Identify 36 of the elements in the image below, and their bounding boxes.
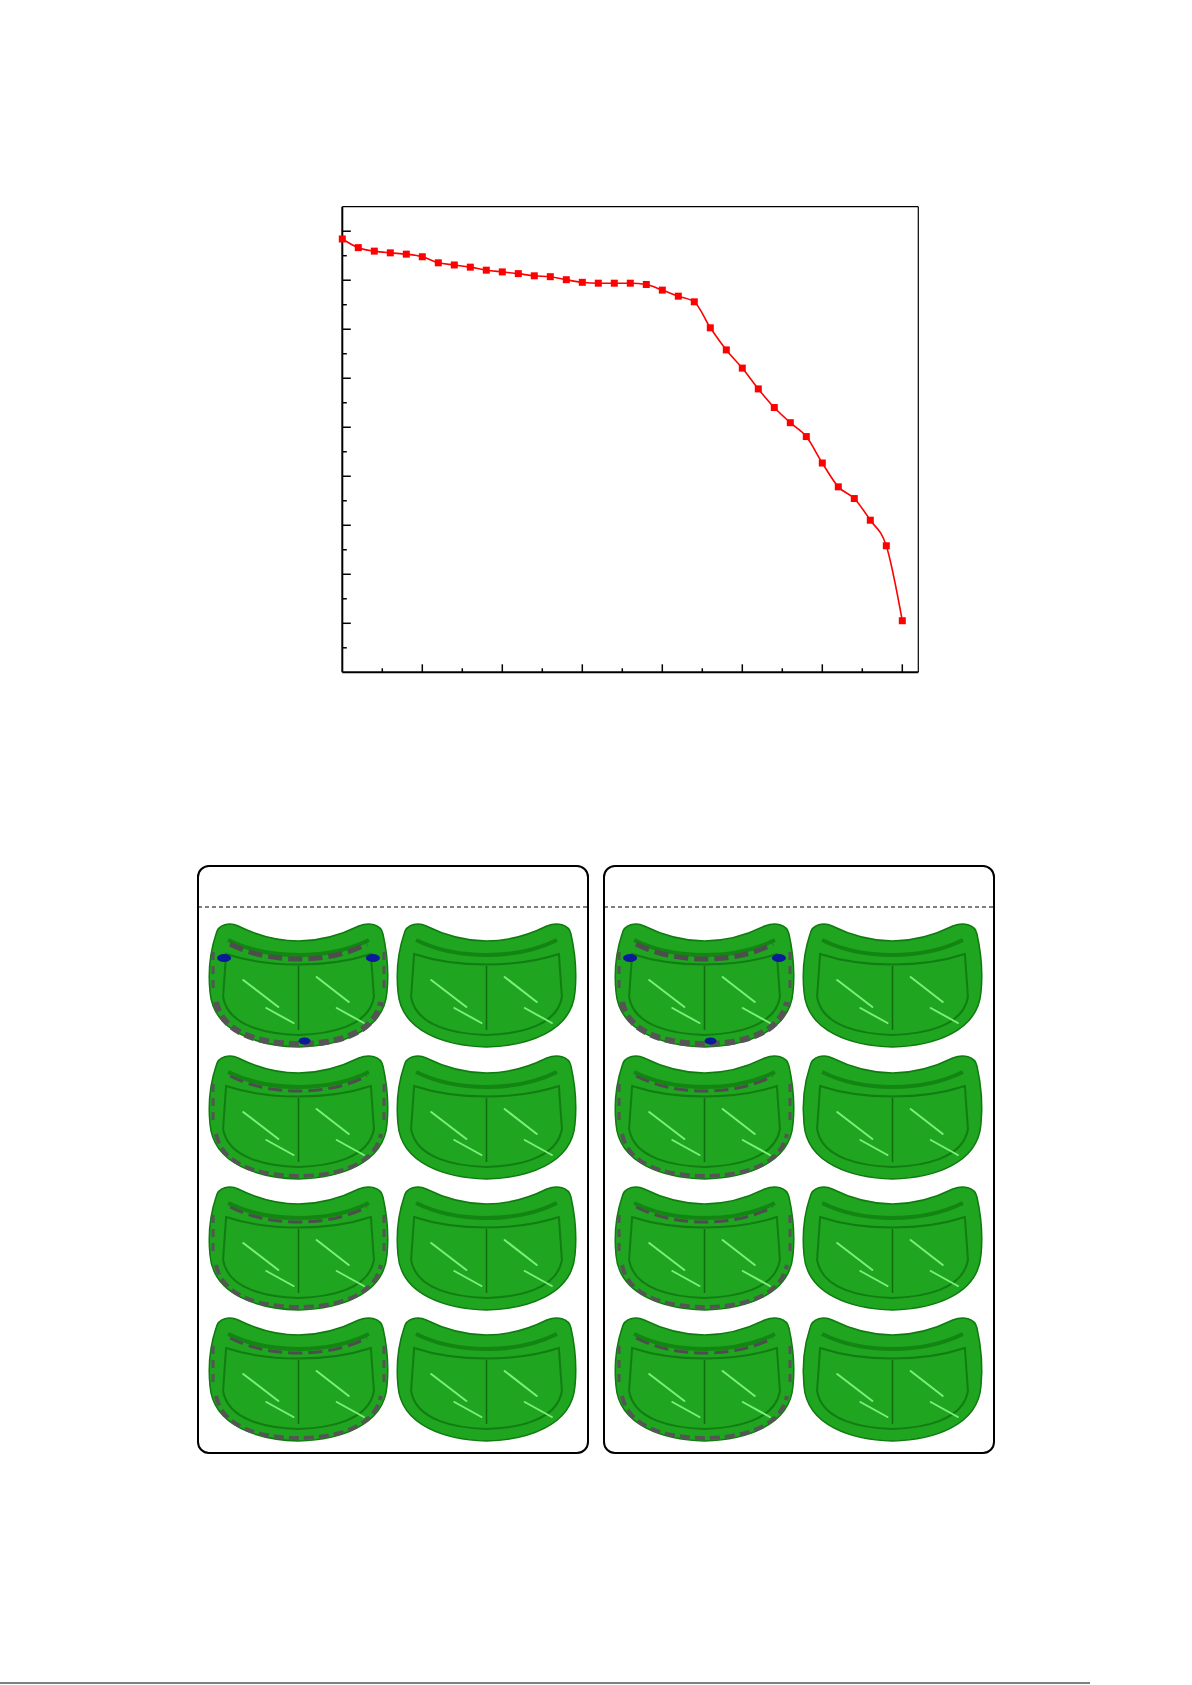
point — [546, 273, 554, 281]
point — [706, 324, 714, 332]
point — [802, 433, 810, 441]
point — [738, 364, 746, 372]
point — [690, 298, 698, 306]
point — [642, 280, 650, 288]
point — [594, 279, 602, 287]
point — [626, 279, 634, 287]
point — [658, 286, 666, 294]
point — [418, 253, 426, 261]
point — [834, 483, 842, 491]
point — [434, 259, 442, 267]
point — [482, 266, 490, 274]
point — [722, 346, 730, 354]
point — [818, 459, 826, 467]
point — [338, 235, 346, 243]
point — [466, 263, 474, 271]
point — [850, 495, 858, 503]
point — [370, 247, 378, 255]
point — [786, 419, 794, 427]
point — [386, 249, 394, 257]
point — [882, 542, 890, 550]
point — [450, 261, 458, 269]
point — [498, 268, 506, 276]
point — [770, 404, 778, 412]
point — [530, 272, 538, 280]
point — [514, 270, 522, 278]
point — [562, 276, 570, 284]
point — [898, 617, 906, 625]
point — [354, 244, 362, 252]
point — [578, 278, 586, 286]
point — [402, 250, 410, 258]
point — [754, 385, 762, 393]
point — [674, 292, 682, 300]
point — [610, 279, 618, 287]
point — [866, 516, 874, 524]
